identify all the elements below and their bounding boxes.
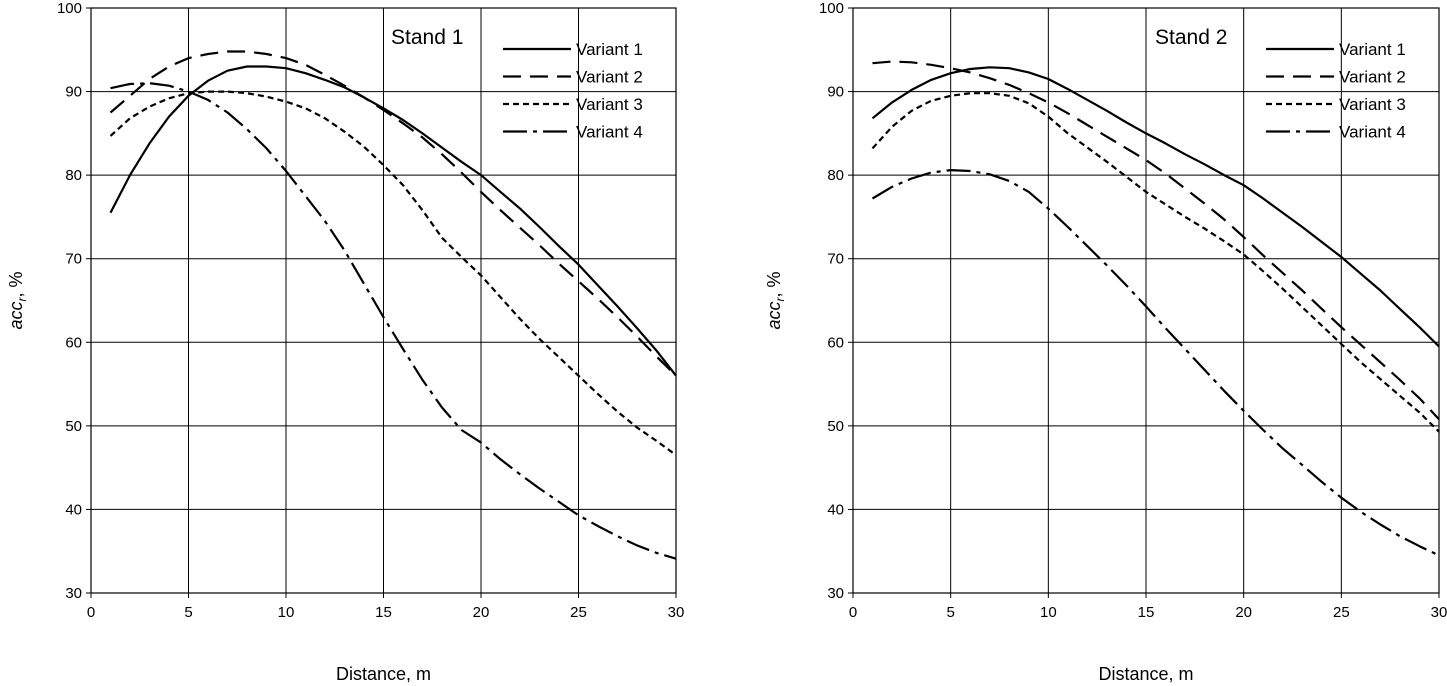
- y-tick-label: 100: [819, 0, 844, 17]
- x-tick-label: 0: [849, 604, 857, 621]
- x-tick-label: 20: [1235, 604, 1252, 621]
- panel-title: Stand 1: [391, 26, 463, 49]
- x-tick-label: 25: [570, 604, 587, 621]
- y-axis-label-subscript: r: [773, 297, 787, 302]
- x-axis-label: Distance, m: [336, 664, 431, 684]
- legend-label-variant-2: Variant 2: [576, 68, 643, 87]
- y-tick-label: 60: [827, 334, 844, 351]
- y-tick-label: 70: [827, 251, 844, 268]
- y-tick-label: 40: [65, 501, 82, 518]
- series-line-variant-4: [871, 169, 1440, 557]
- x-tick-label: 25: [1333, 604, 1350, 621]
- legend-label-variant-3: Variant 3: [576, 95, 643, 114]
- y-tick-label: 30: [65, 585, 82, 602]
- y-axis-label-main: acc: [6, 302, 26, 330]
- y-axis-label-unit: , %: [6, 271, 26, 297]
- series-line-variant-1: [871, 66, 1440, 348]
- x-tick-label: 10: [278, 604, 295, 621]
- y-axis-label: accr, %: [764, 271, 787, 329]
- x-tick-label: 0: [87, 604, 95, 621]
- series-line-variant-3: [871, 92, 1440, 433]
- y-tick-label: 60: [65, 334, 82, 351]
- chart-panel-1: 0 5 10 15 20 25 30 30 40 50 60 70 80 90 100 Stand 1 Vari…: [6, 0, 684, 684]
- y-tick-label: 100: [57, 0, 82, 17]
- x-tick-label: 15: [1138, 604, 1155, 621]
- plot-frame: [852, 7, 1440, 594]
- x-tick-label: 20: [473, 604, 490, 621]
- panel-title: Stand 2: [1155, 26, 1227, 49]
- y-axis-label: accr, %: [6, 271, 29, 329]
- y-tick-label: 50: [827, 418, 844, 435]
- y-tick-label: 80: [827, 167, 844, 184]
- legend-label-variant-3: Variant 3: [1339, 95, 1406, 114]
- x-tick-label: 30: [668, 604, 685, 621]
- chart-panel-2: 0 5 10 15 20 25 30 30 40 50 60 70 80 90 100 Stand 2 Vari…: [764, 0, 1447, 684]
- series-line-variant-2: [109, 50, 677, 377]
- x-tick-label: 30: [1431, 604, 1447, 621]
- y-axis-label-subscript: r: [15, 297, 29, 302]
- series-line-variant-3: [109, 90, 677, 456]
- legend-label-variant-1: Variant 1: [576, 40, 643, 59]
- legend-label-variant-2: Variant 2: [1339, 68, 1406, 87]
- y-axis-label-main: acc: [764, 302, 784, 330]
- plot-frame: [90, 7, 677, 594]
- y-tick-label: 80: [65, 167, 82, 184]
- y-tick-label: 40: [827, 501, 844, 518]
- y-tick-label: 30: [827, 585, 844, 602]
- series-line-variant-2: [872, 60, 1440, 420]
- x-tick-label: 15: [375, 604, 392, 621]
- legend-label-variant-4: Variant 4: [576, 123, 643, 142]
- y-tick-label: 90: [827, 84, 844, 101]
- x-tick-label: 5: [184, 604, 192, 621]
- x-axis-label: Distance, m: [1098, 664, 1193, 684]
- series-line-variant-1: [109, 65, 677, 377]
- legend-label-variant-1: Variant 1: [1339, 40, 1406, 59]
- series-line-variant-4: [110, 82, 677, 560]
- x-tick-label: 10: [1040, 604, 1057, 621]
- y-tick-label: 70: [65, 251, 82, 268]
- y-tick-label: 90: [65, 84, 82, 101]
- y-tick-label: 50: [65, 418, 82, 435]
- legend-label-variant-4: Variant 4: [1339, 123, 1406, 142]
- y-axis-label-unit: , %: [764, 271, 784, 297]
- x-tick-label: 5: [946, 604, 954, 621]
